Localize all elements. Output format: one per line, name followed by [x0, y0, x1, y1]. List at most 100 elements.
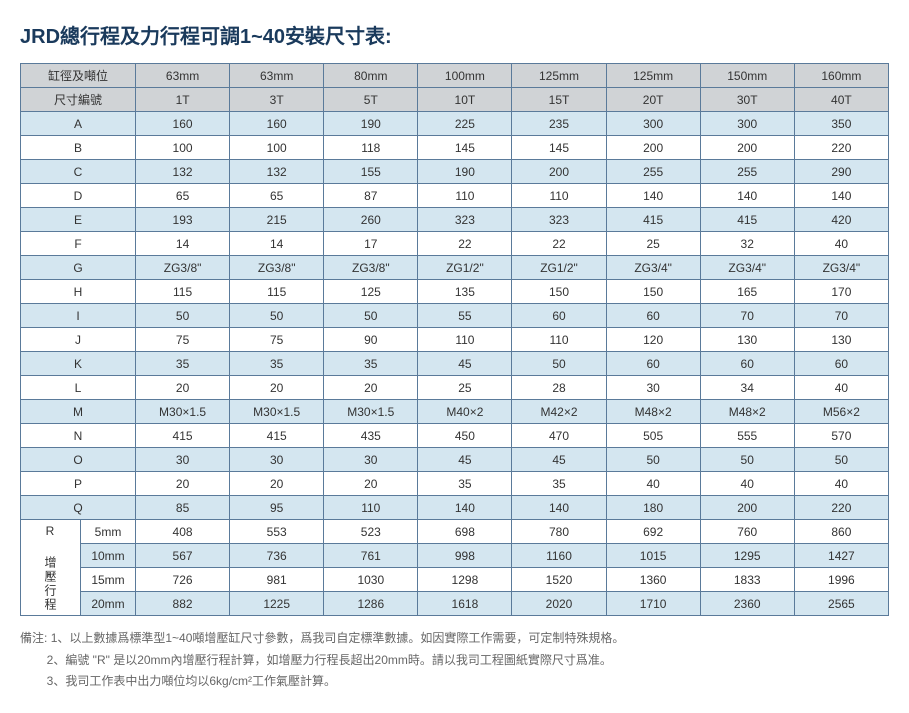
header-bore: 150mm [700, 64, 794, 88]
table-cell: 45 [512, 448, 606, 472]
header-bore: 63mm [136, 64, 230, 88]
table-cell: 1286 [324, 592, 418, 616]
table-cell: 45 [418, 352, 512, 376]
table-cell: 450 [418, 424, 512, 448]
table-cell: 125 [324, 280, 418, 304]
table-cell: M42×2 [512, 400, 606, 424]
table-cell: 40 [794, 376, 888, 400]
table-cell: 860 [794, 520, 888, 544]
table-cell: 20 [136, 376, 230, 400]
table-cell: M30×1.5 [136, 400, 230, 424]
table-cell: 736 [230, 544, 324, 568]
table-cell: 70 [794, 304, 888, 328]
header-bore: 125mm [606, 64, 700, 88]
table-cell: 20 [230, 376, 324, 400]
table-cell: 30 [136, 448, 230, 472]
table-cell: 60 [606, 352, 700, 376]
table-cell: 555 [700, 424, 794, 448]
header-code-label: 尺寸編號 [21, 88, 136, 112]
table-cell: M48×2 [606, 400, 700, 424]
table-cell: 50 [230, 304, 324, 328]
row-label: H [21, 280, 136, 304]
table-cell: 95 [230, 496, 324, 520]
table-cell: 882 [136, 592, 230, 616]
table-cell: 415 [700, 208, 794, 232]
table-cell: ZG1/2" [512, 256, 606, 280]
table-cell: 115 [230, 280, 324, 304]
table-cell: 470 [512, 424, 606, 448]
table-cell: 1298 [418, 568, 512, 592]
row-label: C [21, 160, 136, 184]
table-cell: 1710 [606, 592, 700, 616]
table-cell: 260 [324, 208, 418, 232]
table-cell: 34 [700, 376, 794, 400]
table-cell: 65 [230, 184, 324, 208]
table-cell: ZG3/8" [230, 256, 324, 280]
table-cell: 2565 [794, 592, 888, 616]
table-cell: 118 [324, 136, 418, 160]
table-cell: 415 [230, 424, 324, 448]
row-label: D [21, 184, 136, 208]
table-cell: 50 [794, 448, 888, 472]
row-label: E [21, 208, 136, 232]
row-label: J [21, 328, 136, 352]
notes-section: 備注: 1、以上數據爲標準型1~40噸增壓缸尺寸參數，爲我司自定標準數據。如因實… [20, 628, 889, 693]
table-cell: 435 [324, 424, 418, 448]
table-cell: 40 [700, 472, 794, 496]
row-label: M [21, 400, 136, 424]
table-cell: 50 [512, 352, 606, 376]
header-code: 3T [230, 88, 324, 112]
table-cell: 25 [606, 232, 700, 256]
table-cell: 200 [700, 496, 794, 520]
table-cell: 505 [606, 424, 700, 448]
header-bore-label: 缸徑及噸位 [21, 64, 136, 88]
r-sub-label: 10mm [81, 544, 136, 568]
table-cell: 110 [512, 328, 606, 352]
header-bore: 80mm [324, 64, 418, 88]
table-cell: 220 [794, 136, 888, 160]
table-cell: 14 [136, 232, 230, 256]
table-cell: 75 [136, 328, 230, 352]
table-cell: 85 [136, 496, 230, 520]
table-cell: 50 [324, 304, 418, 328]
table-cell: 17 [324, 232, 418, 256]
table-cell: 180 [606, 496, 700, 520]
table-cell: 14 [230, 232, 324, 256]
table-cell: ZG3/4" [700, 256, 794, 280]
table-cell: 140 [794, 184, 888, 208]
table-cell: 145 [512, 136, 606, 160]
row-label: L [21, 376, 136, 400]
table-cell: 1360 [606, 568, 700, 592]
table-cell: 20 [324, 376, 418, 400]
table-cell: 35 [136, 352, 230, 376]
header-bore: 63mm [230, 64, 324, 88]
table-cell: M56×2 [794, 400, 888, 424]
table-cell: 981 [230, 568, 324, 592]
table-cell: 998 [418, 544, 512, 568]
table-cell: 1015 [606, 544, 700, 568]
table-cell: 200 [606, 136, 700, 160]
r-sub-label: 5mm [81, 520, 136, 544]
row-label: F [21, 232, 136, 256]
table-cell: 60 [606, 304, 700, 328]
table-cell: 1225 [230, 592, 324, 616]
table-cell: 1618 [418, 592, 512, 616]
header-code: 15T [512, 88, 606, 112]
table-cell: 35 [230, 352, 324, 376]
table-cell: 155 [324, 160, 418, 184]
table-cell: 40 [606, 472, 700, 496]
table-cell: 40 [794, 472, 888, 496]
table-cell: 160 [230, 112, 324, 136]
table-cell: 100 [136, 136, 230, 160]
header-code: 40T [794, 88, 888, 112]
row-label: B [21, 136, 136, 160]
table-cell: 110 [418, 328, 512, 352]
table-cell: 135 [418, 280, 512, 304]
table-cell: 115 [136, 280, 230, 304]
table-cell: ZG3/8" [136, 256, 230, 280]
table-cell: 75 [230, 328, 324, 352]
table-cell: 150 [606, 280, 700, 304]
header-bore: 100mm [418, 64, 512, 88]
table-cell: 300 [700, 112, 794, 136]
table-cell: 28 [512, 376, 606, 400]
